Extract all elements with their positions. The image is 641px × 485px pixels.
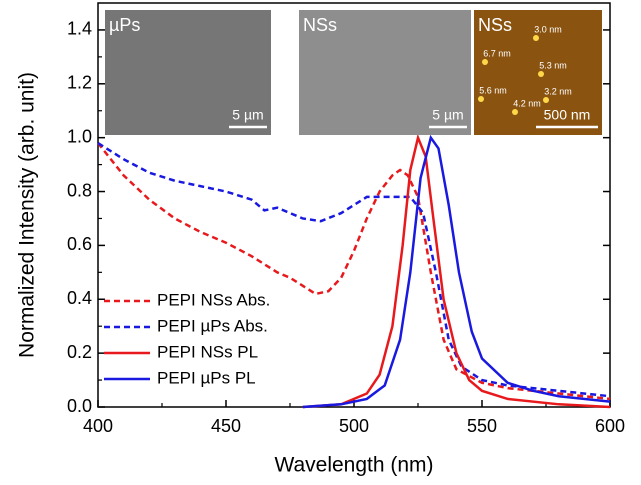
height-annotation: 4.2 nm <box>513 98 541 108</box>
x-axis-label: Wavelength (nm) <box>274 454 433 477</box>
x-tick-label: 550 <box>467 416 497 436</box>
height-annotation: 6.7 nm <box>483 48 511 58</box>
y-tick-label: 1.0 <box>67 126 92 146</box>
y-tick-label: 0.6 <box>67 234 92 254</box>
scale-bar-label: 5 µm <box>232 107 263 123</box>
inset-label: NSs <box>303 15 337 35</box>
x-tick-label: 600 <box>595 416 625 436</box>
y-axis-label: Normalized Intensity (arb. unit) <box>16 72 39 358</box>
legend-label: PEPI NSs Abs. <box>157 290 270 309</box>
y-tick-label: 0.4 <box>67 288 92 308</box>
y-tick-label: 1.2 <box>67 73 92 93</box>
height-annotation: 5.6 nm <box>479 85 507 95</box>
y-tick-label: 0.8 <box>67 180 92 200</box>
x-tick-label: 400 <box>83 416 113 436</box>
x-tick-label: 450 <box>211 416 241 436</box>
nanosheet-dot <box>543 97 549 103</box>
legend-label: PEPI NSs PL <box>157 342 258 361</box>
nanosheet-dot <box>482 59 488 65</box>
legend-label: PEPI µPs PL <box>157 368 256 387</box>
nanosheet-dot <box>533 35 539 41</box>
nanosheet-dot <box>538 71 544 77</box>
nanosheet-dot <box>478 96 484 102</box>
chart: 0.0 0.2 0.4 0.6 0.8 1.0 1.2 1.4 400 450 500 550 600 W… <box>0 0 641 485</box>
y-tick-label: 0.2 <box>67 342 92 362</box>
inset-label: NSs <box>478 15 512 35</box>
x-tick-label: 500 <box>339 416 369 436</box>
legend-label: PEPI µPs Abs. <box>157 316 268 335</box>
inset-label: µPs <box>109 15 140 35</box>
page: {"chart_data": {"type": "line", "x_label… <box>0 0 641 485</box>
height-annotation: 3.2 nm <box>544 86 572 96</box>
y-tick-label: 0.0 <box>67 396 92 416</box>
height-annotation: 5.3 nm <box>539 60 567 70</box>
y-tick-label: 1.4 <box>67 19 92 39</box>
nanosheet-dot <box>512 109 518 115</box>
scale-bar-label: 500 nm <box>544 107 591 123</box>
scale-bar-label: 5 µm <box>432 107 463 123</box>
height-annotation: 3.0 nm <box>534 24 562 34</box>
